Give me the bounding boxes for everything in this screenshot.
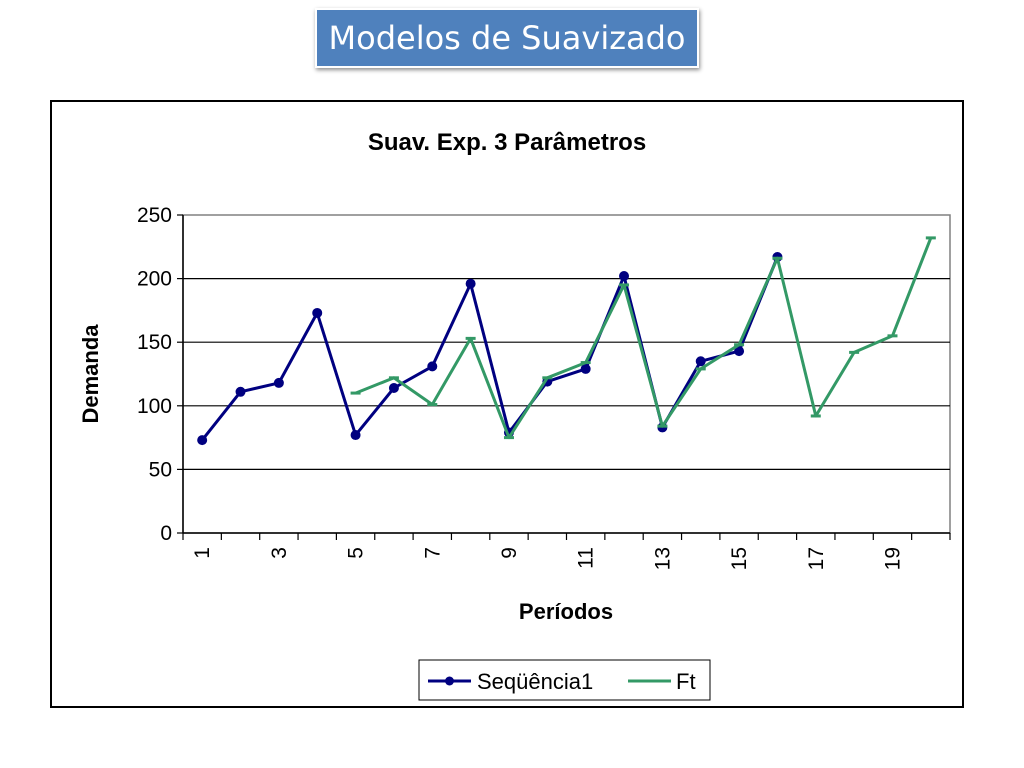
legend-label-1: Seqüência1 [477, 669, 593, 694]
series-1-point-8 [465, 278, 476, 289]
x-tick-label-11: 11 [575, 547, 598, 569]
legend: Seqüência1 Ft [418, 659, 711, 701]
slide-title: Modelos de Suavizado [315, 8, 699, 68]
series-1-point-6 [388, 382, 399, 393]
x-tick-label-17: 17 [805, 547, 828, 570]
x-tick-label-7: 7 [421, 547, 444, 559]
y-axis-title: Demanda [78, 324, 103, 424]
series-1-point-7 [427, 361, 438, 372]
y-tick-label-200: 200 [137, 268, 172, 291]
series-1-point-1 [197, 435, 208, 446]
chart-title: Suav. Exp. 3 Parâmetros [368, 129, 646, 156]
x-tick-label-15: 15 [728, 547, 751, 570]
x-tick-label-5: 5 [345, 547, 368, 559]
x-tick-label-3: 3 [268, 547, 291, 559]
series-1-point-4 [312, 307, 323, 318]
x-axis-title: Períodos [519, 599, 613, 624]
y-tick-label-100: 100 [137, 395, 172, 418]
legend-label-2: Ft [676, 669, 696, 694]
series-2 [350, 236, 936, 440]
series [197, 236, 936, 446]
series-1 [197, 251, 783, 446]
x-tick-label-19: 19 [881, 547, 904, 570]
x-tick-label-9: 9 [498, 547, 521, 559]
series-1-point-14 [695, 356, 706, 367]
series-1-point-12 [619, 271, 630, 282]
series-1-line [201, 256, 779, 442]
series-2-line [355, 237, 933, 440]
series-1-point-5 [350, 430, 361, 441]
series-1-point-2 [235, 386, 246, 397]
series-1-point-3 [273, 377, 284, 388]
x-tick-label-1: 1 [191, 547, 214, 559]
y-tick-label-50: 50 [149, 458, 172, 481]
y-tick-label-0: 0 [160, 522, 172, 545]
y-tick-label-250: 250 [137, 204, 172, 227]
x-tick-label-13: 13 [651, 547, 674, 570]
series-1-point-11 [580, 363, 591, 374]
y-tick-label-150: 150 [137, 331, 172, 354]
legend-marker-1 [445, 676, 454, 686]
series-1-point-15 [734, 346, 745, 357]
